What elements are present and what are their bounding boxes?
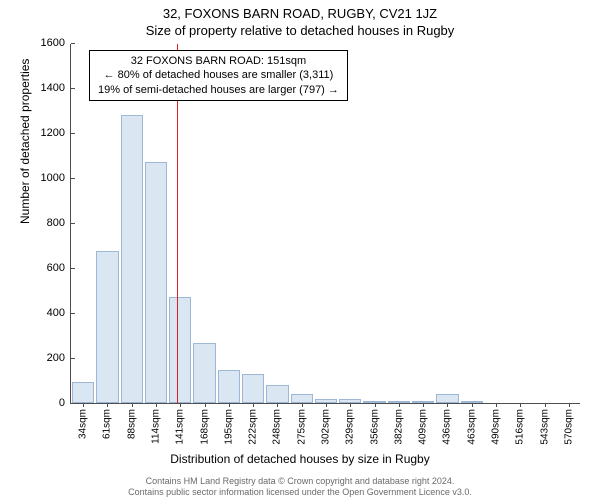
- x-tick: 195sqm: [223, 403, 234, 445]
- histogram-bar: [145, 162, 167, 403]
- x-tick: 329sqm: [345, 403, 356, 445]
- x-tick: 463sqm: [466, 403, 477, 445]
- y-axis-label: Number of detached properties: [18, 59, 32, 224]
- x-tick: 222sqm: [248, 403, 259, 445]
- title-main: 32, FOXONS BARN ROAD, RUGBY, CV21 1JZ: [0, 0, 600, 21]
- histogram-bar: [72, 382, 94, 403]
- y-tick: 800: [47, 217, 71, 229]
- credit-line-2: Contains public sector information licen…: [0, 487, 600, 498]
- x-tick: 543sqm: [539, 403, 550, 445]
- histogram-bar: [193, 343, 215, 403]
- x-tick: 114sqm: [151, 403, 162, 444]
- credit-line-1: Contains HM Land Registry data © Crown c…: [0, 476, 600, 487]
- x-tick: 88sqm: [126, 403, 137, 439]
- y-tick: 600: [47, 262, 71, 274]
- histogram-bar: [169, 297, 191, 403]
- y-tick: 400: [47, 307, 71, 319]
- x-tick: 516sqm: [515, 403, 526, 445]
- histogram-chart: 0200400600800100012001400160034sqm61sqm8…: [70, 44, 580, 404]
- y-tick: 1400: [41, 82, 71, 94]
- x-axis-label: Distribution of detached houses by size …: [0, 452, 600, 466]
- histogram-bar: [121, 115, 143, 403]
- histogram-bar: [436, 394, 458, 403]
- histogram-bar: [96, 251, 118, 403]
- histogram-bar: [291, 394, 313, 403]
- x-tick: 275sqm: [296, 403, 307, 445]
- histogram-bar: [266, 385, 288, 403]
- x-tick: 490sqm: [491, 403, 502, 445]
- x-tick: 302sqm: [321, 403, 332, 445]
- x-tick: 34sqm: [78, 403, 89, 439]
- histogram-bar: [218, 370, 240, 403]
- title-sub: Size of property relative to detached ho…: [0, 21, 600, 38]
- x-tick: 382sqm: [393, 403, 404, 445]
- x-tick: 436sqm: [442, 403, 453, 445]
- x-tick: 168sqm: [199, 403, 210, 445]
- annotation-line: ← 80% of detached houses are smaller (3,…: [98, 68, 339, 82]
- x-tick: 356sqm: [369, 403, 380, 445]
- y-tick: 1600: [41, 37, 71, 49]
- y-tick: 1200: [41, 127, 71, 139]
- y-tick: 1000: [41, 172, 71, 184]
- annotation-box: 32 FOXONS BARN ROAD: 151sqm← 80% of deta…: [89, 50, 348, 101]
- y-tick: 0: [59, 397, 71, 409]
- histogram-bar: [242, 374, 264, 403]
- x-tick: 61sqm: [102, 403, 113, 439]
- y-tick: 200: [47, 352, 71, 364]
- x-tick: 141sqm: [175, 403, 186, 445]
- annotation-line: 19% of semi-detached houses are larger (…: [98, 83, 339, 97]
- x-tick: 570sqm: [563, 403, 574, 445]
- x-tick: 248sqm: [272, 403, 283, 445]
- x-tick: 409sqm: [418, 403, 429, 445]
- annotation-line: 32 FOXONS BARN ROAD: 151sqm: [98, 54, 339, 68]
- credits: Contains HM Land Registry data © Crown c…: [0, 476, 600, 498]
